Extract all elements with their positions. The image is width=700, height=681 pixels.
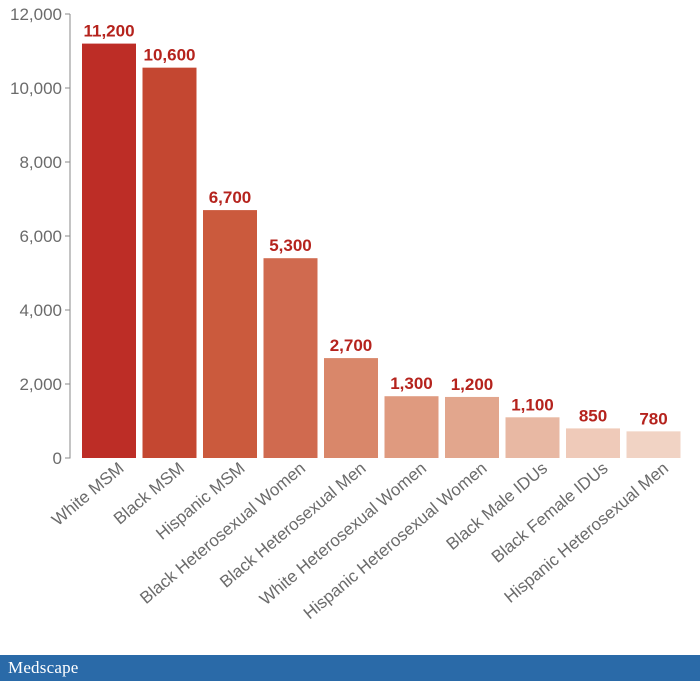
- bar: [82, 43, 136, 458]
- y-tick-label: 4,000: [19, 301, 62, 320]
- bar: [203, 210, 257, 458]
- data-label: 11,200: [83, 22, 134, 41]
- y-axis: 0 2,000 4,000 6,000 8,000 10,000 12,000: [10, 5, 71, 468]
- y-tick-label: 0: [53, 449, 62, 468]
- bar: [626, 431, 681, 458]
- bar: [445, 396, 499, 458]
- bar: [142, 67, 197, 459]
- data-label: 850: [579, 406, 607, 425]
- data-label: 1,100: [511, 395, 554, 414]
- x-tick-label: Black Male IDUs: [443, 459, 551, 554]
- data-label: 10,600: [144, 46, 196, 65]
- y-tick-label: 6,000: [19, 227, 62, 246]
- bar: [566, 428, 620, 458]
- data-labels-group: 11,200 10,600 6,700 5,300 2,700 1,300 1,200 1,1…: [83, 22, 667, 429]
- bar: [384, 396, 439, 458]
- data-label: 1,300: [390, 374, 433, 393]
- data-label: 1,200: [451, 375, 494, 394]
- bar-chart: 0 2,000 4,000 6,000 8,000 10,000 12,000 11,200…: [10, 5, 681, 623]
- data-label: 5,300: [269, 236, 312, 255]
- data-label: 6,700: [209, 188, 252, 207]
- bars-group: [82, 43, 681, 459]
- bar: [505, 417, 560, 458]
- data-label: 780: [639, 409, 667, 428]
- data-label: 2,700: [330, 336, 373, 355]
- medscape-logo: Medscape: [8, 658, 79, 677]
- footer-bar: Medscape: [0, 655, 700, 681]
- y-tick-label: 2,000: [19, 375, 62, 394]
- y-tick-label: 10,000: [10, 79, 62, 98]
- bar: [324, 358, 378, 458]
- y-tick-label: 8,000: [19, 153, 62, 172]
- y-tick-label: 12,000: [10, 5, 62, 24]
- bar: [263, 258, 318, 458]
